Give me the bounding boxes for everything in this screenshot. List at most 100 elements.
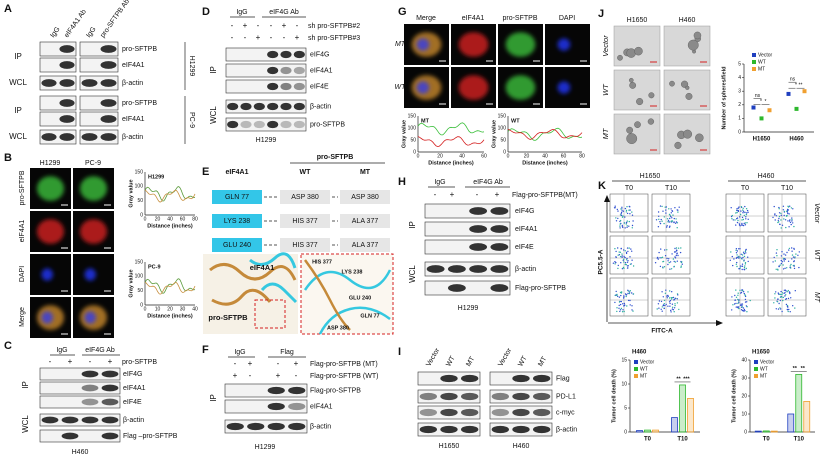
flow-plot [767,277,807,317]
residue-box [340,214,390,228]
flow-event [747,256,749,258]
y-tick-label: 50 [500,137,506,143]
band [491,425,510,434]
panel-label: B [4,152,12,164]
band [253,120,265,129]
flow-event [736,265,738,268]
band [440,425,458,434]
flow-event [631,227,633,229]
flow-event [737,292,739,294]
flow-event [623,258,625,260]
structure-label: eIF4A1 [250,263,275,272]
band [512,374,530,383]
flow-event [615,290,617,293]
flow-event [661,220,663,222]
flow-event [660,218,662,221]
flow-event [772,216,774,219]
x-tick-label: 0 [417,153,420,159]
treatment-label: Flag-pro-SFTPB(MT) [512,192,578,199]
flow-event [627,250,629,253]
flow-event [777,292,779,294]
flow-event [623,261,625,263]
column-header: T10 [665,185,677,192]
flow-event [778,212,781,214]
flow-event [777,268,779,270]
flow-event [791,247,793,249]
axis-title: Distance (inches) [428,160,474,166]
sphere [626,48,636,58]
flow-event [661,310,663,312]
cell-line: H1299 [188,56,195,77]
nucleus [557,38,571,51]
row-label: MT [813,292,820,303]
column-header: IgG [56,347,67,354]
residue-box [280,214,330,228]
flow-event [674,303,676,305]
flow-event [657,226,660,228]
cell-signal [505,32,536,57]
flow-event [743,214,745,217]
group-label: IP [21,381,30,389]
residue-box [212,214,262,228]
flow-event [736,261,738,264]
flow-event [663,299,666,302]
flow-event [792,222,794,224]
flow-event [618,254,621,256]
axis-title: Distance (inches) [522,160,568,166]
column-header: IgG [434,179,445,186]
sphere [629,82,637,89]
flow-event [742,290,744,292]
row-label: MT [601,127,610,139]
flow-event [744,224,747,226]
axis-title: Tumor cell death (%) [731,369,737,423]
flow-event [790,263,792,266]
flow-event [674,222,677,224]
y-tick-label: 100 [498,125,507,131]
band [293,50,305,59]
band [81,133,98,141]
flow-event [612,262,615,264]
flow-event [787,205,789,207]
flow-event [779,307,781,309]
flow-event [791,220,793,222]
flow-event [663,266,666,268]
flow-plot [609,235,649,275]
flow-event [775,215,778,217]
flow-plot [651,277,691,317]
panel-label: K [598,180,606,192]
group-label: WCL [209,106,218,124]
axis-title: PC5.5-A [598,249,605,274]
column-header: WT [300,169,312,176]
data-point [786,91,791,96]
flow-event [742,251,745,253]
band [100,79,117,87]
flow-event [789,291,791,294]
flow-event [679,251,682,254]
intensity-profile [507,128,583,140]
band [490,207,509,215]
group-label: IP [14,52,22,61]
flow-event [616,208,618,211]
group-label: IP [14,106,22,115]
flow-event [782,268,785,270]
flow-event [739,213,742,216]
axis-title: Gray value [401,120,407,148]
flow-event [664,304,666,307]
sign: - [277,359,280,368]
y-tick-label: 50 [410,137,416,143]
flow-event [736,209,738,212]
sphere [685,92,693,100]
sign: + [294,359,299,368]
band [532,392,551,401]
flow-event [784,295,786,297]
flow-event [781,251,783,253]
band [288,402,306,411]
flow-event [743,268,746,271]
band [61,416,79,424]
flow-event [737,256,739,258]
band [280,102,292,111]
flow-event [735,224,737,226]
flow-event [781,310,783,313]
arrow-head [716,320,723,326]
flow-event [674,207,676,209]
